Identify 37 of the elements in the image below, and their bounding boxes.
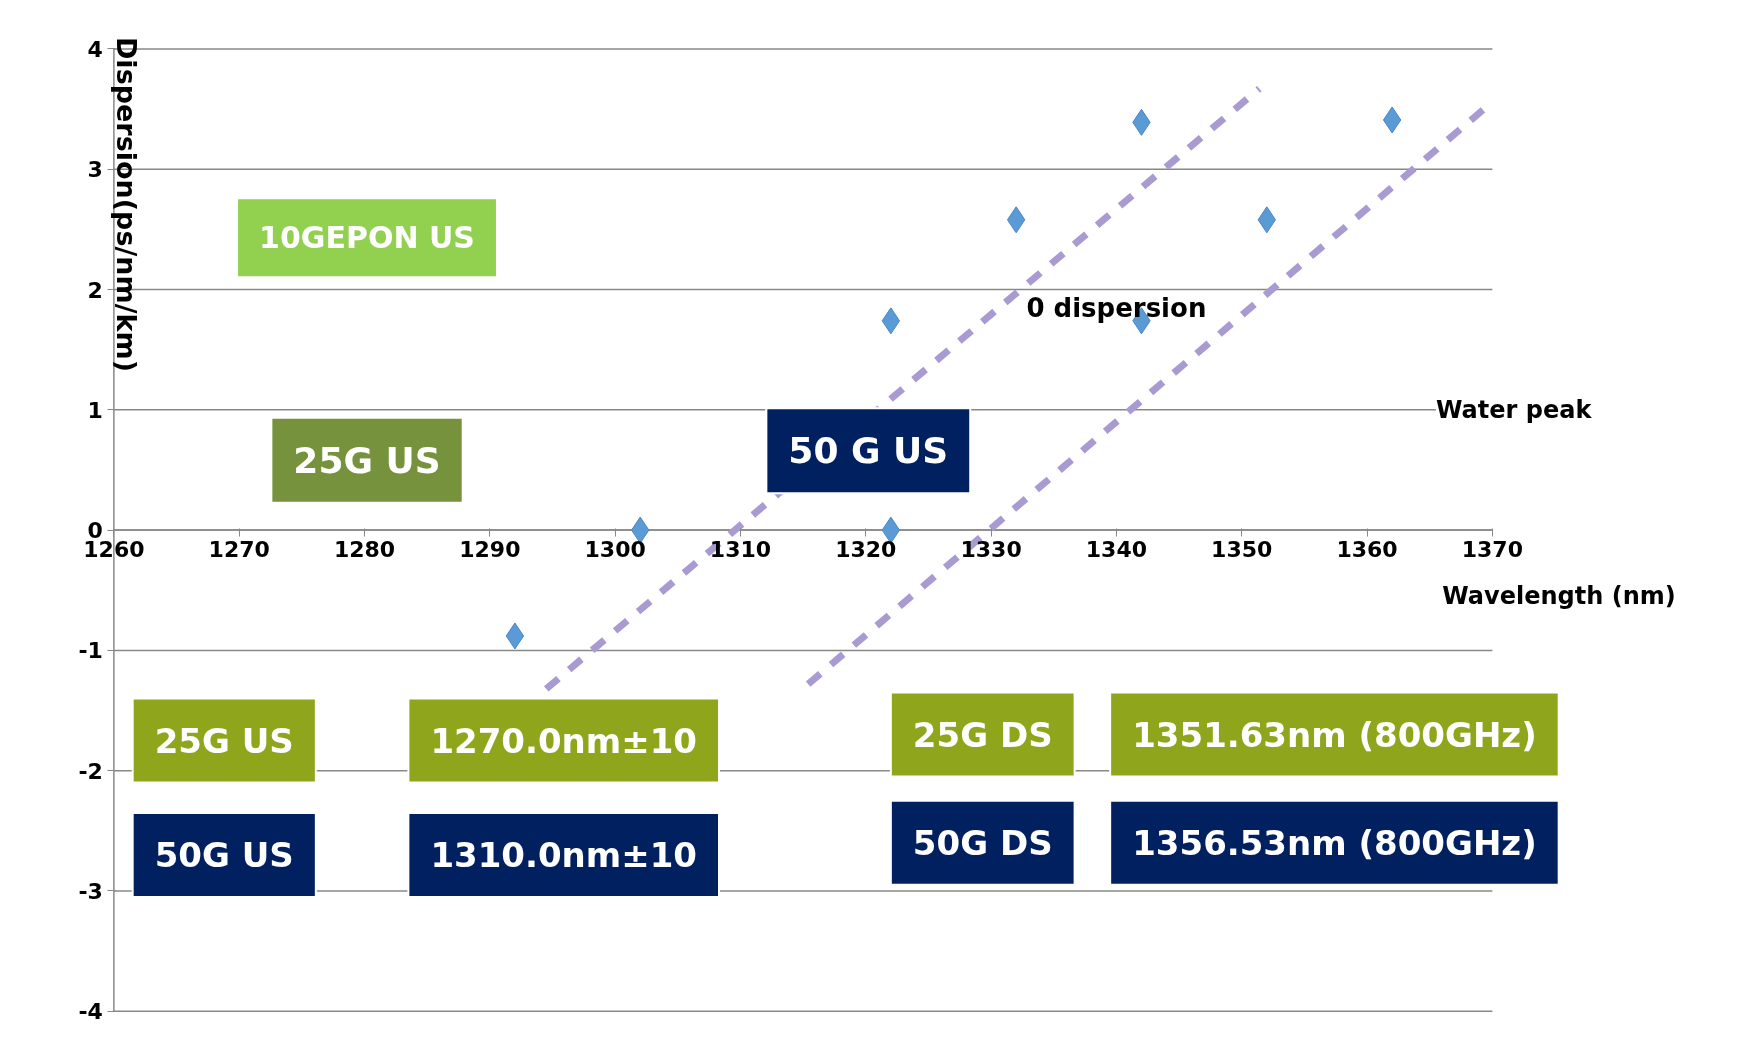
- y-axis-title: Dispersion(ps/nm/km): [110, 36, 142, 373]
- annotation: 25G DS: [912, 714, 1053, 755]
- y-tick-label: 2: [87, 277, 103, 303]
- x-tick-label: 1330: [960, 537, 1022, 563]
- annotation: 50G DS: [912, 822, 1053, 863]
- annotation: 25G US: [293, 439, 441, 481]
- annotation: 1351.63nm (800GHz): [1132, 714, 1537, 755]
- annotation: 1270.0nm±10: [430, 720, 698, 761]
- x-tick-label: 1320: [835, 537, 897, 563]
- annotation: 0 dispersion: [1026, 292, 1207, 323]
- x-tick-label: 1280: [333, 537, 396, 563]
- x-axis-title: Wavelength (nm): [1442, 582, 1676, 611]
- y-tick-label: -1: [78, 638, 103, 664]
- annotation: 10GEPON US: [259, 220, 475, 256]
- point: [881, 307, 901, 335]
- annotation: 50G US: [154, 834, 294, 875]
- x-tick-label: 1290: [459, 537, 521, 563]
- point: [505, 622, 525, 650]
- x-tick-label: 1310: [709, 537, 772, 563]
- x-tick-label: 1370: [1461, 537, 1523, 563]
- annotation: 50 G US: [788, 430, 949, 472]
- annotation: 1310.0nm±10: [430, 834, 698, 875]
- x-tick-label: 1270: [208, 537, 270, 563]
- y-tick-label: -4: [78, 999, 103, 1025]
- x-tick-label: 1350: [1211, 537, 1273, 563]
- y-tick-label: 4: [87, 36, 103, 62]
- x-tick-label: 1340: [1085, 537, 1148, 563]
- annotation: 25G US: [154, 720, 294, 761]
- x-tick-label: 1300: [584, 537, 646, 563]
- y-tick-label: -3: [78, 878, 103, 904]
- annotation: Water peak: [1435, 395, 1593, 424]
- point: [1382, 106, 1402, 134]
- y-tick-label: 1: [87, 397, 103, 423]
- y-tick-label: -2: [78, 758, 103, 784]
- y-tick-label: 3: [87, 157, 103, 183]
- x-tick-label: 1360: [1336, 537, 1398, 563]
- annotation: 1356.53nm (800GHz): [1132, 822, 1537, 863]
